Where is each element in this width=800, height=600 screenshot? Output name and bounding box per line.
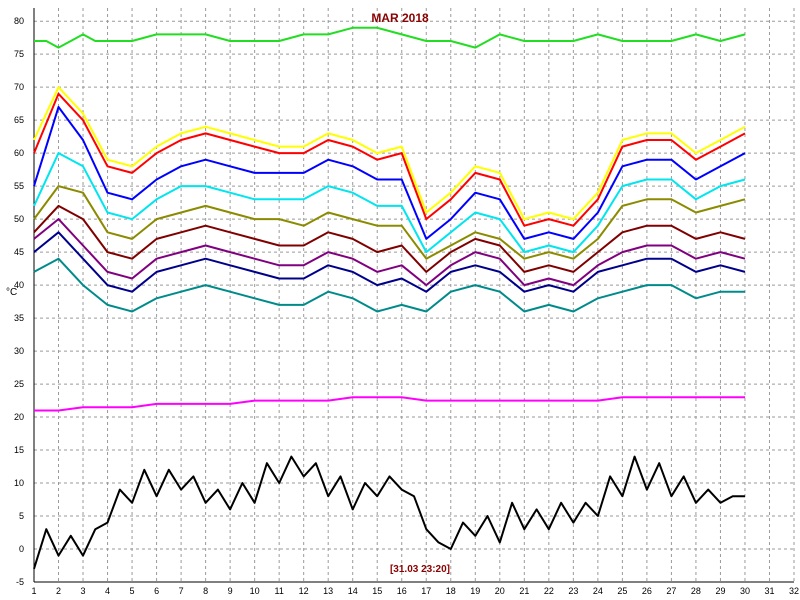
y-tick-label: 75 (14, 49, 24, 59)
x-tick-label: 27 (666, 586, 676, 596)
x-tick-label: 28 (691, 586, 701, 596)
series-line-1 (34, 26, 746, 49)
series-line-8 (33, 218, 746, 287)
series-line-9 (33, 231, 746, 293)
y-tick-label: 30 (14, 346, 24, 356)
series-lines (33, 26, 746, 570)
x-tick-label: 7 (179, 586, 184, 596)
x-tick-label: 5 (130, 586, 135, 596)
x-tick-label: 29 (715, 586, 725, 596)
x-tick-label: 20 (495, 586, 505, 596)
x-tick-label: 25 (617, 586, 627, 596)
x-tick-label: 19 (470, 586, 480, 596)
series-line-5 (33, 152, 746, 254)
y-tick-label: -5 (16, 577, 24, 587)
y-tick-label: 25 (14, 379, 24, 389)
series-line-12 (33, 455, 745, 570)
x-tick-label: 30 (740, 586, 750, 596)
y-tick-label: 60 (14, 148, 24, 158)
x-tick-label: 26 (642, 586, 652, 596)
x-tick-label: 15 (372, 586, 382, 596)
y-tick-label: 40 (14, 280, 24, 290)
y-tick-label: 50 (14, 214, 24, 224)
y-tick-label: 0 (19, 544, 24, 554)
x-tick-label: 22 (544, 586, 554, 596)
y-tick-label: 80 (14, 16, 24, 26)
y-axis-label: °C (6, 287, 17, 298)
y-tick-label: 35 (14, 313, 24, 323)
y-tick-label: 70 (14, 82, 24, 92)
x-tick-label: 6 (154, 586, 159, 596)
y-tick-label: 65 (14, 115, 24, 125)
series-line-10 (33, 257, 745, 313)
x-tick-label: 1 (31, 586, 36, 596)
y-tick-label: 20 (14, 412, 24, 422)
grid (33, 8, 795, 583)
x-tick-label: 24 (593, 586, 603, 596)
x-tick-label: 10 (250, 586, 260, 596)
x-tick-label: 11 (274, 586, 283, 596)
y-tick-label: 10 (14, 478, 24, 488)
y-tick-label: 45 (14, 247, 24, 257)
x-tick-label: 9 (228, 586, 233, 596)
x-tick-label: 14 (348, 586, 358, 596)
series-line-6 (33, 185, 746, 260)
series-line-2 (33, 86, 746, 221)
series-line-3 (33, 92, 746, 227)
x-tick-label: 4 (105, 586, 110, 596)
x-tick-label: 12 (299, 586, 309, 596)
x-tick-label: 16 (397, 586, 407, 596)
chart-title: MAR 2018 (371, 11, 429, 25)
x-tick-label: 17 (421, 586, 431, 596)
y-tick-label: 55 (14, 181, 24, 191)
x-tick-label: 3 (81, 586, 86, 596)
x-tick-label: 13 (323, 586, 333, 596)
x-tick-label: 31 (764, 586, 774, 596)
timestamp-stamp: [31.03 23:20] (390, 564, 450, 575)
x-tick-label: 2 (56, 586, 61, 596)
x-tick-label: 8 (203, 586, 208, 596)
y-tick-label: 5 (19, 511, 24, 521)
series-line-7 (33, 204, 746, 273)
series-line-11 (34, 396, 745, 412)
x-tick-label: 23 (568, 586, 578, 596)
x-tick-label: 32 (789, 586, 799, 596)
series-line-4 (33, 106, 746, 240)
tick-labels: 1 2 3 4 5 6 7 8 9 10 11 12 13 14 15 16 17 18 19 20 21 22 23 24 2… (14, 16, 799, 596)
x-tick-label: 21 (519, 586, 529, 596)
y-tick-label: 15 (14, 445, 24, 455)
x-tick-label: 18 (446, 586, 456, 596)
